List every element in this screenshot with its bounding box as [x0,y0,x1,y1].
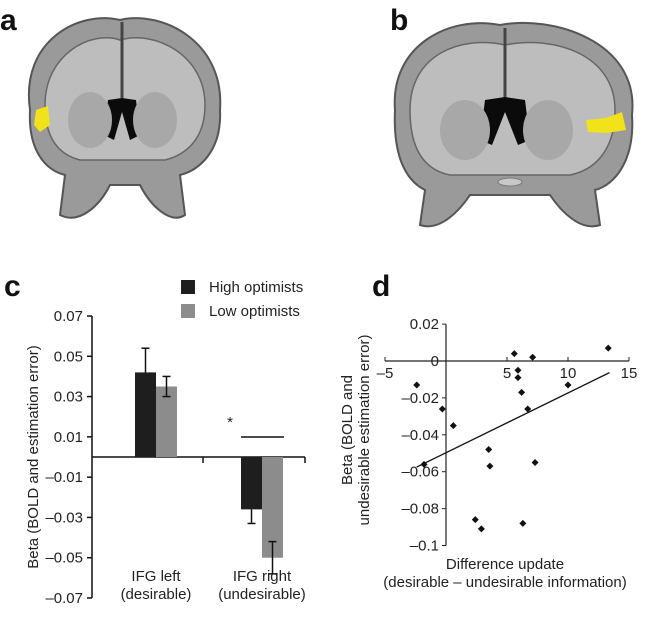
y-tick-label-d: –0.06 [401,464,439,481]
scatter-point [514,374,522,382]
x-tick-label-d: 5 [503,365,511,382]
scatter-point [449,422,457,430]
panel-letter-c: c [4,270,21,303]
highlight-ifg-right [586,112,626,133]
scatter-point [514,366,522,374]
scatter-point [564,381,572,389]
scatter-point [486,462,494,470]
y-tick-label-c: 0.03 [54,389,83,406]
x-tick-label-d: –5 [377,365,394,382]
x-tick-label-d: 15 [621,365,638,382]
scatter-point [477,525,485,533]
bar-low-1 [262,457,283,558]
scatter-chart-d: 0.02 0 –0.02 –0.04 –0.06 –0.08 –0.1 –5 5 10 15 Diff… [339,316,637,591]
scatter-point [510,350,518,358]
y-axis-label-d: Beta (BOLD and [339,375,356,485]
scatter-point [485,446,493,454]
y-axis-label-c: Beta (BOLD and estimation error) [25,345,42,568]
y-tick-label-d: 0 [431,353,439,370]
category-label-c: (desirable) [121,586,192,603]
scatter-point [438,405,446,413]
category-label-c: IFG right [233,568,292,585]
legend-swatch-low [181,304,195,318]
scatter-point [518,388,526,396]
scatter-point [604,344,612,352]
y-tick-label-c: –0.03 [45,509,83,526]
panel-letter-a: a [0,4,17,37]
panel-letter-b: b [390,4,408,37]
legend-label-high: High optimists [209,279,303,296]
bar-high-0 [135,372,156,457]
y-tick-label-c: 0.05 [54,348,83,365]
x-tick-label-d: 10 [560,365,577,382]
scatter-point [529,353,537,361]
panel-letter-d: d [372,270,390,303]
brain-scan-a [27,17,222,219]
scatter-point [519,519,527,527]
y-tick-label-d: –0.04 [401,427,439,444]
scatter-point [413,381,421,389]
significance-asterisk: * [227,414,233,431]
scatter-point [471,516,479,524]
y-tick-label-d: –0.02 [401,390,439,407]
scatter-point [420,460,428,468]
x-axis-label-d: Difference update [446,556,564,573]
scatter-point [531,458,539,466]
y-axis-label-d: undesirable estimation error) [356,335,373,526]
x-axis-label-d: (desirable – undesirable information) [383,574,626,591]
y-tick-label-d: 0.02 [410,316,439,333]
scatter-point [524,405,532,413]
bar-low-0 [156,386,177,457]
brain-scan-b [393,21,634,228]
y-tick-label-c: –0.05 [45,550,83,567]
y-tick-label-c: –0.01 [45,469,83,486]
legend-swatch-high [181,280,195,294]
y-tick-label-c: 0.07 [54,308,83,325]
legend-label-low: Low optimists [209,303,300,320]
category-label-c: (undesirable) [218,586,306,603]
category-label-c: IFG left [131,568,181,585]
regression-line [416,372,610,468]
highlight-ifg-left [34,106,50,132]
y-tick-label-c: –0.07 [45,590,83,607]
bar-high-1 [241,457,262,510]
bar-chart-c: High optimists Low optimists Beta (BOLD … [25,279,306,607]
y-tick-label-c: 0.01 [54,429,83,446]
y-tick-label-d: –0.08 [401,501,439,518]
y-tick-label-d: –0.1 [410,538,439,555]
